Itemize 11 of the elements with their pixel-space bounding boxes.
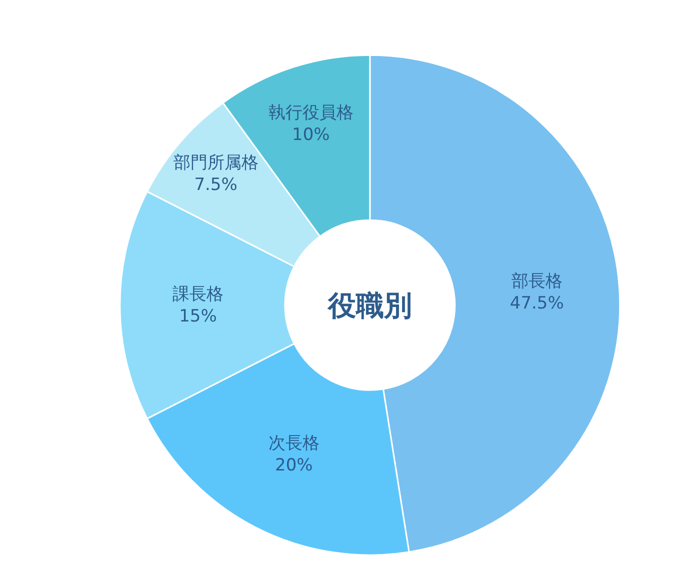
slice-label: 課長格 bbox=[172, 284, 224, 304]
data-label: 47.5% bbox=[510, 293, 564, 314]
slice-label: 次長格 bbox=[268, 434, 320, 454]
slice-label: 部門所属格 bbox=[173, 152, 258, 173]
slice-label: 部長格 bbox=[511, 271, 562, 292]
text: 役職別 bbox=[327, 289, 412, 322]
data-label: 15% bbox=[179, 306, 217, 326]
data-label: 7.5% bbox=[194, 174, 238, 195]
data-label: 20% bbox=[275, 456, 313, 476]
data-label: 10% bbox=[292, 124, 330, 145]
slice-label: 執行役員格 bbox=[268, 102, 354, 123]
